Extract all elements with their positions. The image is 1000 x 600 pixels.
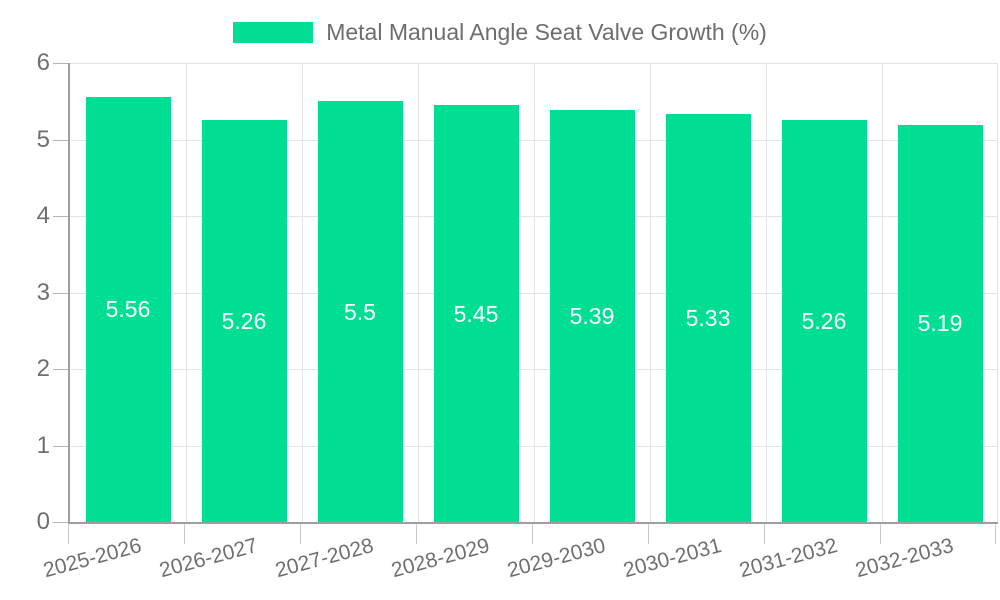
y-axis-tick-mark (53, 216, 68, 217)
bar-2027-2028[interactable]: 5.5 (317, 101, 403, 522)
bar-2031-2032[interactable]: 5.26 (781, 119, 867, 522)
legend[interactable]: Metal Manual Angle Seat Valve Growth (%) (0, 20, 1000, 44)
y-axis-tick-label: 2 (36, 355, 50, 382)
vertical-gridline (882, 63, 883, 522)
bar-value-label: 5.19 (917, 310, 963, 337)
x-axis-tick-mark (764, 524, 765, 544)
x-axis-tick-mark (300, 524, 301, 544)
bar-2030-2031[interactable]: 5.33 (665, 114, 751, 522)
bar-2032-2033[interactable]: 5.19 (897, 124, 983, 522)
y-axis-tick-label: 0 (36, 508, 50, 535)
vertical-gridline (997, 63, 998, 522)
y-axis-tick-mark (53, 292, 68, 294)
y-axis-tick-mark (53, 445, 68, 447)
bar-value-label: 5.5 (344, 298, 376, 325)
x-axis-tick-mark (68, 524, 69, 544)
legend-swatch[interactable] (233, 21, 314, 43)
y-axis-tick-mark (53, 63, 68, 64)
vertical-gridline (766, 63, 767, 522)
x-axis-tick-mark (880, 524, 881, 544)
bar-value-label: 5.26 (801, 307, 847, 334)
x-axis-tick-mark (416, 524, 417, 544)
y-axis-tick-mark (53, 139, 68, 141)
y-axis-tick-label: 4 (36, 202, 50, 229)
vertical-gridline (534, 63, 535, 522)
y-axis-tick-mark (53, 369, 68, 370)
x-axis-tick-mark (648, 524, 649, 544)
x-axis-tick-mark (184, 524, 185, 544)
bar-2025-2026[interactable]: 5.56 (85, 96, 171, 522)
vertical-gridline (418, 63, 419, 522)
bar-value-label: 5.33 (685, 305, 731, 332)
y-axis-tick-mark (53, 522, 68, 523)
vertical-gridline (650, 63, 651, 522)
y-axis-tick-label: 6 (36, 49, 50, 76)
bar-2029-2030[interactable]: 5.39 (549, 109, 635, 522)
x-axis-tick-mark (995, 524, 996, 544)
plot-area: 5.56 5.26 5.5 5.45 5.39 5.33 5.26 5.19 (68, 63, 998, 524)
vertical-gridline (302, 63, 303, 522)
bar-value-label: 5.26 (221, 307, 267, 334)
y-axis-tick-label: 5 (36, 125, 50, 153)
legend-label: Metal Manual Angle Seat Valve Growth (%) (326, 19, 767, 45)
bar-2028-2029[interactable]: 5.45 (433, 105, 519, 522)
x-axis-tick-mark (532, 524, 533, 544)
bar-value-label: 5.39 (569, 302, 615, 329)
bar-value-label: 5.56 (105, 296, 151, 323)
bar-value-label: 5.45 (453, 300, 499, 327)
y-axis-tick-label: 1 (36, 431, 50, 459)
vertical-gridline (186, 63, 187, 522)
bar-2026-2027[interactable]: 5.26 (201, 119, 287, 522)
y-axis-tick-label: 3 (36, 278, 50, 306)
